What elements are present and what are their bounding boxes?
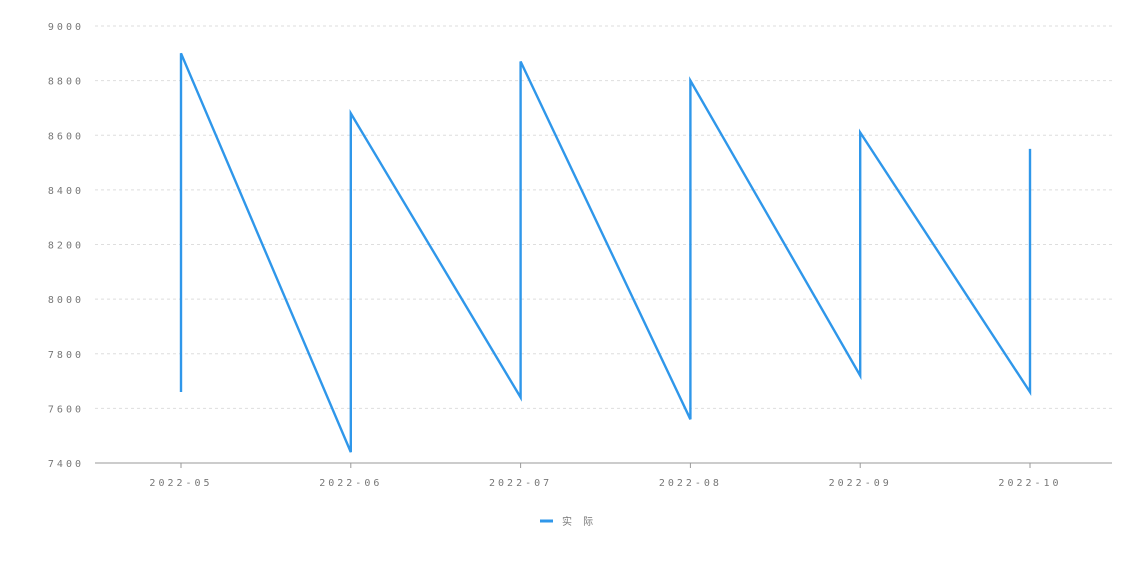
legend-label: 实 际 xyxy=(562,515,597,528)
y-tick-label: 8800 xyxy=(48,77,84,88)
series-group xyxy=(179,52,1032,453)
legend[interactable]: 实 际 xyxy=(540,515,597,528)
legend-item[interactable]: 实 际 xyxy=(540,515,597,528)
gridlines xyxy=(95,25,1112,409)
x-axis: 2022-05 2022-06 2022-07 2022-08 2022-09 2022-… xyxy=(95,462,1112,489)
y-tick-label: 9000 xyxy=(48,22,84,33)
x-tick-label: 2022-09 xyxy=(829,478,892,489)
x-tick-label: 2022-10 xyxy=(998,478,1061,489)
y-axis: 7400 7600 7800 8000 8200 8400 8600 8800 9000 xyxy=(48,22,84,470)
y-tick-label: 8200 xyxy=(48,241,84,252)
x-tick-label: 2022-07 xyxy=(489,478,552,489)
y-tick-label: 8400 xyxy=(48,186,84,197)
y-tick-label: 8000 xyxy=(48,295,84,306)
x-tick-label: 2022-08 xyxy=(659,478,722,489)
y-tick-label: 7800 xyxy=(48,350,84,361)
x-tick-label: 2022-06 xyxy=(319,478,382,489)
y-tick-label: 8600 xyxy=(48,131,84,142)
x-tick-label: 2022-05 xyxy=(149,478,212,489)
y-tick-label: 7600 xyxy=(48,404,84,415)
y-tick-label: 7400 xyxy=(48,459,84,470)
series-line[interactable] xyxy=(179,52,1032,453)
